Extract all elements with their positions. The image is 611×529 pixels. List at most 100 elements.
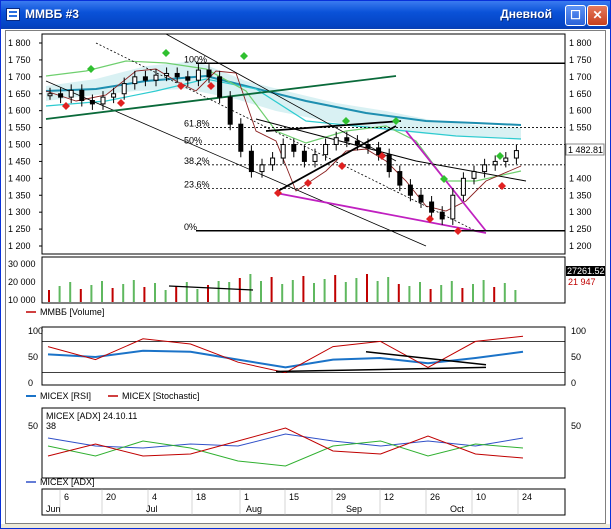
price-tick-label: 1 700 [8, 72, 31, 82]
candle-body [111, 93, 117, 98]
volume-bar [111, 288, 114, 302]
candle-body [482, 164, 488, 173]
volume-bar [291, 280, 294, 302]
adx-lines [47, 427, 524, 467]
volume-bar [461, 288, 464, 302]
time-month-label: Jul [146, 504, 158, 514]
fractal-down-marker [338, 162, 346, 170]
candle-body [164, 72, 170, 76]
stochastic-legend[interactable]: MICEX [Stochastic] [122, 391, 200, 401]
candle-body [460, 177, 466, 196]
time-day-label: 10 [476, 492, 486, 502]
volume-bar [69, 282, 72, 302]
volume-bar [503, 283, 506, 302]
rsi-line [47, 349, 524, 369]
close-button[interactable]: ✕ [587, 5, 608, 26]
chart-area[interactable]: 1 800 1 750 1 700 1 650 1 600 1 550 1 500 1 450… [5, 30, 610, 524]
fractal-down-marker [274, 189, 282, 197]
fib-level-label: 23.6% [184, 179, 210, 189]
volume-bar [154, 283, 156, 302]
volume-bar [79, 289, 82, 302]
volume-bar [249, 274, 252, 302]
candle-body [365, 144, 371, 149]
fractal-down-marker [177, 82, 185, 90]
adx-panel[interactable] [41, 407, 566, 479]
maximize-button[interactable]: ☐ [565, 5, 586, 26]
time-day-label: 4 [152, 492, 157, 502]
volume-bar [355, 278, 358, 302]
support-trendline [277, 125, 397, 192]
price-right-tick-label: 1 700 [569, 72, 592, 82]
fibonacci-levels: 100% 61.8% 50% 38.2% 23.6% 0% [184, 54, 565, 232]
volume-tick-label: 10 000 [8, 295, 36, 305]
channel-mid-line [95, 42, 477, 232]
rsi-right-tick-label: 100 [571, 326, 586, 336]
ma-brown-line [45, 68, 522, 212]
rsi-tick-label: 100 [28, 326, 43, 336]
price-right-tick-label: 1 350 [569, 190, 592, 200]
price-right-tick-label: 1 650 [569, 89, 592, 99]
rsi-tick-label: 50 [28, 352, 38, 362]
fractal-down-marker [378, 152, 386, 160]
adx-legend[interactable]: MICEX [ADX] [40, 477, 95, 487]
volume-bar [493, 287, 496, 302]
volume-bar [58, 286, 61, 302]
time-day-label: 26 [430, 492, 440, 502]
candle-body [301, 150, 307, 162]
candle-body [259, 164, 265, 173]
fractal-down-marker [117, 99, 125, 107]
volume-bar [132, 280, 135, 302]
price-overlays [45, 33, 527, 247]
volume-bar [302, 276, 305, 302]
adx-right-tick-label: 50 [571, 421, 581, 431]
magenta-trendline [275, 192, 487, 234]
price-axis-left: 1 800 1 750 1 700 1 650 1 600 1 550 1 500 1 450… [8, 38, 42, 251]
volume-bar [429, 289, 432, 302]
candle-body [121, 83, 127, 95]
candle-body [333, 137, 339, 145]
candle-body [312, 154, 318, 162]
volume-bar [196, 289, 199, 302]
time-day-label: 20 [106, 492, 116, 502]
price-tick-label: 1 600 [8, 106, 31, 116]
period-mode-label[interactable]: Дневной [500, 7, 552, 21]
price-right-tick-label: 1 750 [569, 55, 592, 65]
rsi-right-tick-label: 0 [571, 378, 576, 388]
volume-trendline [168, 285, 254, 291]
volume-axis: 30 000 20 000 10 000 [8, 259, 36, 305]
price-tick-label: 1 200 [8, 241, 31, 251]
chart-window-icon[interactable] [6, 8, 20, 21]
title-bar[interactable]: ММВБ #3 Дневной ☐ ✕ [1, 1, 610, 29]
volume-bar [514, 290, 517, 302]
volume-bar [101, 281, 103, 302]
adx-caption-value: 38 [46, 421, 56, 431]
last-price-box [565, 143, 605, 156]
ichimoku-cloud [46, 61, 521, 139]
volume-bar [323, 279, 326, 302]
volume-bar [482, 280, 485, 302]
price-right-tick-label: 1 300 [569, 207, 592, 217]
rsi-right-tick-label: 50 [571, 352, 581, 362]
rsi-legend[interactable]: MICEX [RSI] [40, 391, 91, 401]
candle-body [397, 171, 403, 186]
time-month-label: Jun [46, 504, 61, 514]
volume-readout-primary: 27261.526 [567, 266, 605, 276]
adx-axis: 50 50 [28, 421, 581, 431]
candle-body [47, 93, 53, 97]
adx-minus-di-line [47, 427, 524, 459]
time-axis [41, 488, 566, 516]
candle-body [248, 150, 254, 173]
price-panel[interactable] [41, 33, 566, 255]
rsi-panel[interactable] [41, 326, 566, 386]
fib-level-label: 61.8% [184, 119, 210, 129]
price-tick-label: 1 250 [8, 224, 31, 234]
volume-bar [238, 278, 241, 302]
volume-legend[interactable]: ММВБ [Volume] [40, 307, 104, 317]
maximize-icon: ☐ [570, 8, 581, 22]
time-day-label: 15 [289, 492, 299, 502]
volume-bar [48, 290, 50, 302]
rsi-support-line [275, 366, 487, 373]
volume-bar [122, 284, 125, 302]
fractal-up-marker [496, 152, 504, 160]
